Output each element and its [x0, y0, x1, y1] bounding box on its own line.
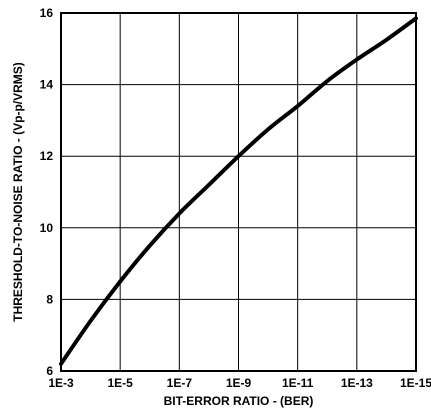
y-tick-label: 14	[40, 78, 54, 92]
x-tick-label: 1E-5	[107, 376, 133, 390]
x-tick-label: 1E-11	[282, 376, 314, 390]
y-tick-labels: 6 8 10 12 14 16	[40, 6, 54, 378]
series-line	[59, 16, 418, 366]
x-tick-label: 1E-15	[400, 376, 431, 390]
x-tick-label: 1E-13	[341, 376, 373, 390]
x-tick-label: 1E-3	[48, 376, 74, 390]
x-tick-label: 1E-7	[167, 376, 193, 390]
plot-frame	[60, 12, 417, 372]
y-tick-label: 16	[40, 6, 54, 20]
y-axis-title: THRESHOLD-TO-NOISE RATIO - (Vp-p/VRMS)	[11, 62, 25, 322]
grid	[60, 12, 417, 372]
y-tick-label: 12	[40, 149, 54, 163]
x-tick-labels: 1E-3 1E-5 1E-7 1E-9 1E-11 1E-13 1E-15	[48, 376, 431, 390]
y-tick-label: 10	[40, 221, 54, 235]
y-tick-label: 8	[46, 292, 53, 306]
x-tick-label: 1E-9	[226, 376, 252, 390]
y-tick-label: 6	[46, 364, 53, 378]
series-lines	[59, 16, 418, 366]
x-axis-title: BIT-ERROR RATIO - (BER)	[164, 394, 314, 408]
